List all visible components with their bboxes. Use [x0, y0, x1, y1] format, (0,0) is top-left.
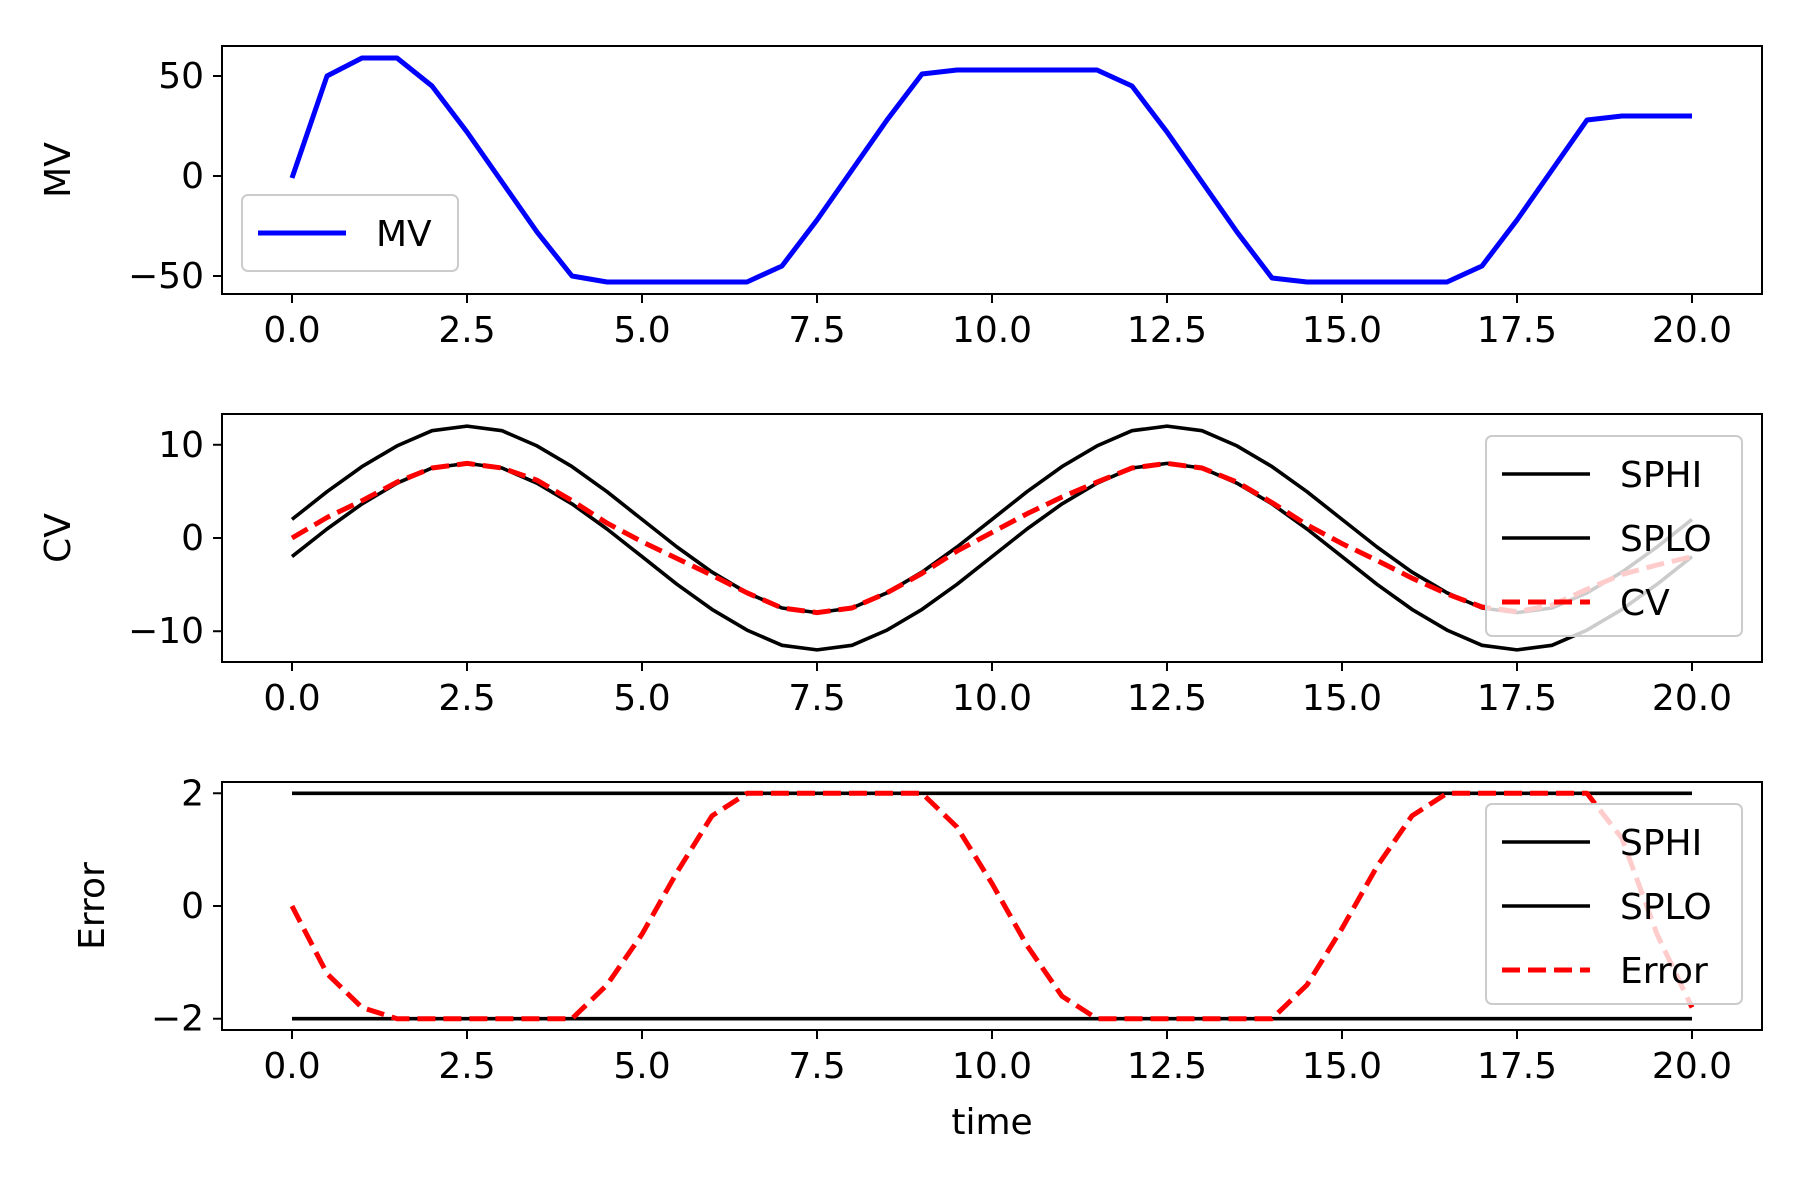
legend-label-mv: MV — [376, 214, 432, 255]
legend-box — [241, 194, 459, 272]
y-tick-label: −10 — [128, 611, 204, 652]
legend-label-sphi: SPHI — [1620, 823, 1702, 864]
series-line-error — [289, 790, 1695, 1022]
series-line-cv — [290, 460, 1693, 616]
series-line-splo — [290, 461, 1694, 652]
series-group — [290, 424, 1694, 652]
y-tick-label: 0 — [181, 886, 204, 927]
legend: MV — [241, 194, 459, 272]
x-tick-label: 20.0 — [1652, 310, 1732, 351]
x-tick-label: 5.0 — [613, 310, 670, 351]
x-tick-label: 0.0 — [263, 310, 320, 351]
x-tick-label: 0.0 — [263, 678, 320, 719]
chart-panel-3: 0.0 2.5 5.0 7.5 10.0 12.5 15.0 17.5 20.0 −2 0 2 Erro… — [72, 773, 1763, 1143]
x-tick-label: 12.5 — [1127, 310, 1207, 351]
legend-label-splo: SPLO — [1620, 519, 1712, 560]
x-tick-label: 7.5 — [788, 678, 845, 719]
x-tick-label: 17.5 — [1477, 678, 1557, 719]
legend: SPHI SPLO CV — [1485, 435, 1743, 637]
legend: SPHI SPLO Error — [1485, 803, 1743, 1005]
x-axis-label: time — [951, 1102, 1032, 1143]
x-tick-label: 20.0 — [1652, 1046, 1732, 1087]
legend-box — [1485, 435, 1743, 637]
x-tick-label: 2.5 — [438, 310, 495, 351]
y-tick-label: −2 — [151, 999, 204, 1040]
legend-label-cv: CV — [1620, 583, 1670, 624]
chart-panel-2: 0.0 2.5 5.0 7.5 10.0 12.5 15.0 17.5 20.0 −10 0 10 CV… — [38, 413, 1763, 719]
series-line-mv — [289, 55, 1692, 285]
x-tick-label: 2.5 — [438, 678, 495, 719]
x-tick-label: 17.5 — [1477, 1046, 1557, 1087]
x-tick-label: 17.5 — [1477, 310, 1557, 351]
x-tick-label: 15.0 — [1302, 678, 1382, 719]
x-tick-label: 10.0 — [952, 1046, 1032, 1087]
x-tick-label: 10.0 — [952, 678, 1032, 719]
y-tick-label: −50 — [128, 256, 204, 297]
x-tick-label: 12.5 — [1127, 1046, 1207, 1087]
y-tick-label: 0 — [181, 156, 204, 197]
x-tick-label: 15.0 — [1302, 1046, 1382, 1087]
y-axis-label: CV — [38, 513, 79, 563]
legend-label-splo: SPLO — [1620, 887, 1712, 928]
x-tick-label: 5.0 — [613, 1046, 670, 1087]
x-tick-label: 5.0 — [613, 678, 670, 719]
x-tick-label: 0.0 — [263, 1046, 320, 1087]
series-group — [289, 790, 1695, 1022]
x-tick-label: 15.0 — [1302, 310, 1382, 351]
y-tick-label: 50 — [158, 56, 204, 97]
legend-box — [1485, 803, 1743, 1005]
y-tick-label: 2 — [181, 773, 204, 814]
y-axis-label: Error — [72, 862, 113, 950]
x-tick-label: 10.0 — [952, 310, 1032, 351]
x-tick-label: 7.5 — [788, 1046, 845, 1087]
x-tick-label: 2.5 — [438, 1046, 495, 1087]
legend-label-error: Error — [1620, 951, 1708, 992]
y-axis-label: MV — [38, 142, 79, 198]
x-tick-label: 20.0 — [1652, 678, 1732, 719]
legend-label-sphi: SPHI — [1620, 455, 1702, 496]
x-tick-label: 12.5 — [1127, 678, 1207, 719]
series-line-sphi — [290, 424, 1694, 615]
x-tick-label: 7.5 — [788, 310, 845, 351]
chart-panel-1: 0.0 2.5 5.0 7.5 10.0 12.5 15.0 17.5 20.0 −50 0 50 MV… — [38, 45, 1763, 351]
series-group — [289, 55, 1692, 285]
y-tick-label: 10 — [158, 425, 204, 466]
y-tick-label: 0 — [181, 518, 204, 559]
